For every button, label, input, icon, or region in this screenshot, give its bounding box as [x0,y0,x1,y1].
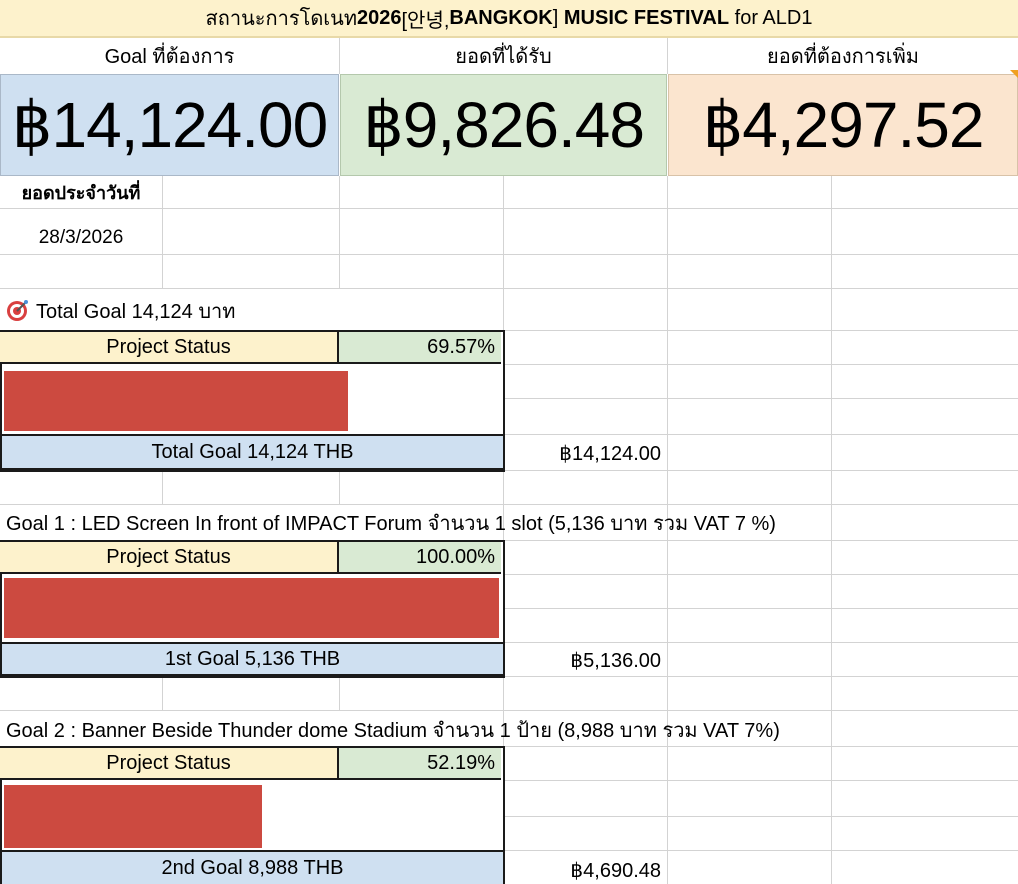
header-received: ยอดที่ได้รับ [455,46,552,68]
title-mid: [안녕, [401,9,450,32]
goal2-status-percent: 52.19% [339,748,501,780]
total-received-value: ฿9,826.48 [340,74,667,176]
goal1-heading: Goal 1 : LED Screen In front of IMPACT F… [6,513,776,535]
total-goal-value: ฿14,124.00 [0,74,339,176]
total-status-label: Project Status [0,332,339,364]
total-status-percent: 69.57% [339,332,501,364]
comment-marker-icon[interactable] [1010,70,1018,78]
sheet-title: สถานะการโดเนท 2026 [안녕, BANGKOK ] MUSIC … [0,0,1018,38]
goal2-heading: Goal 2 : Banner Beside Thunder dome Stad… [6,720,780,742]
goal1-status-box [0,540,505,678]
total-section-heading: Total Goal 14,124 บาท [0,294,600,328]
total-goal-amount: ฿14,124.00 [559,442,661,465]
header-goal: Goal ที่ต้องการ [104,46,235,68]
target-icon [6,300,28,322]
goal1-amount: ฿5,136.00 [570,649,661,672]
total-section-heading-text: Total Goal 14,124 บาท [36,301,236,323]
goal2-progress-bar [4,785,262,848]
goal1-goal-label: 1st Goal 5,136 THB [0,642,505,676]
daily-date: 28/3/2026 [38,227,124,248]
title-city: BANGKOK [449,6,553,29]
total-progress-bar [4,371,348,431]
title-mid2: ] [552,6,564,29]
goal2-goal-label: 2nd Goal 8,988 THB [0,850,505,884]
goal2-status-label: Project Status [0,748,339,780]
total-remaining-value: ฿4,297.52 [668,74,1018,176]
title-prefix: สถานะการโดเนท [205,8,357,30]
goal1-progress-bar [4,578,499,638]
title-year: 2026 [357,6,402,29]
total-status-box [0,330,505,472]
daily-label: ยอดประจำวันที่ [21,182,141,203]
goal2-status-box [0,746,505,884]
goal1-status-label: Project Status [0,542,339,574]
goal1-status-percent: 100.00% [339,542,501,574]
title-suffix: for ALD1 [729,6,813,29]
total-goal-label: Total Goal 14,124 THB [0,434,505,470]
goal2-amount: ฿4,690.48 [570,859,661,882]
header-remaining: ยอดที่ต้องการเพิ่ม [767,46,919,68]
title-festival: MUSIC FESTIVAL [563,6,730,29]
